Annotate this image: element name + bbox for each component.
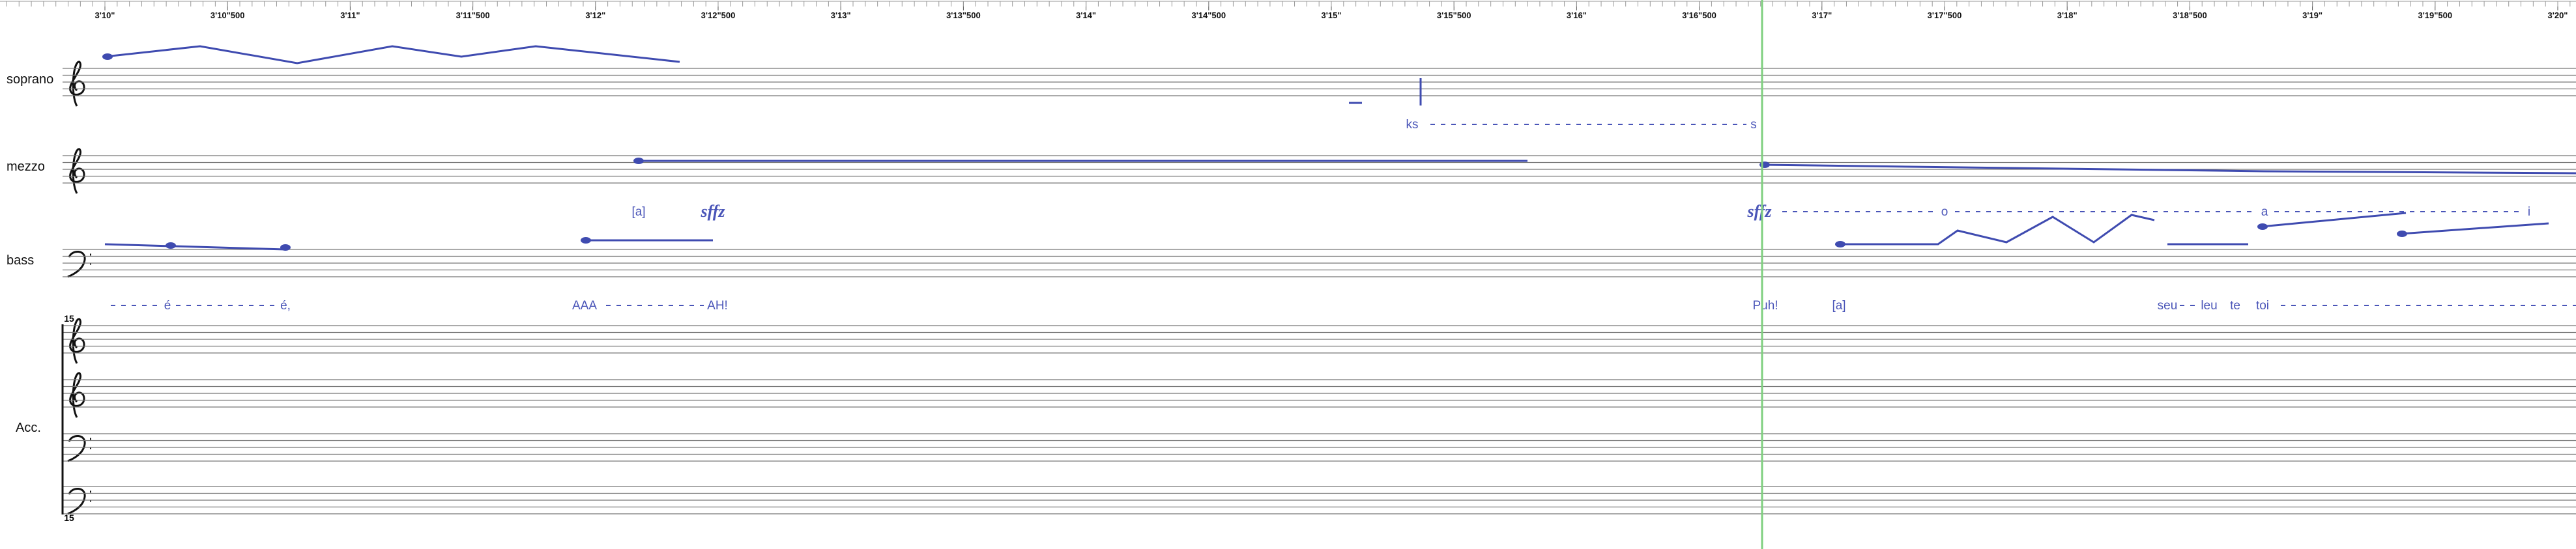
clef <box>69 372 85 418</box>
ruler-label: 3'15" <box>1322 10 1342 20</box>
clef <box>67 488 91 515</box>
ruler-label: 3'10" <box>95 10 115 20</box>
dynamic: sffz <box>1746 202 1772 221</box>
clef <box>67 435 91 462</box>
lyric: te <box>2230 299 2240 313</box>
pitch-line <box>104 243 286 251</box>
lyric: o <box>1941 205 1948 219</box>
pitch-line <box>2261 212 2407 228</box>
ruler-label: 3'13"500 <box>946 10 981 20</box>
lyric: toi <box>2256 299 2269 313</box>
lyric: Puh! <box>1752 299 1778 313</box>
ruler-label: 3'19"500 <box>2418 10 2452 20</box>
lyric: [a] <box>1832 299 1845 313</box>
pitch-line <box>104 45 680 64</box>
lyric: ks <box>1406 118 1419 132</box>
clef <box>67 251 91 278</box>
pitch-line <box>2400 222 2549 235</box>
ruler-label: 3'20" <box>2548 10 2568 20</box>
ruler-label: 3'14"500 <box>1191 10 1226 20</box>
note-head <box>2257 223 2268 230</box>
octave-marking: 15 <box>64 513 74 523</box>
note-head <box>1759 162 1770 168</box>
clef <box>69 148 85 194</box>
clef <box>69 318 85 364</box>
ruler-label: 3'16"500 <box>1682 10 1716 20</box>
ruler-label: 3'19" <box>2302 10 2323 20</box>
staff-name: soprano <box>7 72 53 87</box>
pitch-line <box>1761 163 2576 175</box>
octave-marking: 15 <box>64 313 74 324</box>
ruler-label: 3'11" <box>340 10 360 20</box>
staff-name: mezzo <box>7 160 45 174</box>
ruler-label: 3'17" <box>1812 10 1832 20</box>
lyric: i <box>2528 205 2530 219</box>
ruler-label: 3'15"500 <box>1437 10 1471 20</box>
staff-name: bass <box>7 253 34 268</box>
note-head <box>166 242 176 249</box>
lyric: leu <box>2201 299 2217 313</box>
note-head <box>102 53 113 60</box>
ruler-label: 3'13" <box>831 10 851 20</box>
lyric: s <box>1750 118 1757 132</box>
ruler-label: 3'11"500 <box>456 10 490 20</box>
ruler-label: 3'16" <box>1567 10 1587 20</box>
note-head <box>280 244 291 251</box>
ruler-label: 3'12" <box>585 10 605 20</box>
lyric: [a] <box>631 205 645 219</box>
note-head <box>1835 241 1845 247</box>
lyric: AH! <box>707 299 728 313</box>
dynamic: sffz <box>700 202 725 221</box>
note-head <box>633 158 644 164</box>
lyric: AAA <box>572 299 597 313</box>
lyric: seu <box>2158 299 2178 313</box>
notation: ks s [a] sffz sffz o a i é é, AAA AH! Pu… <box>61 0 2576 549</box>
staff-name: Acc. <box>16 421 41 435</box>
ruler-label: 3'10"500 <box>210 10 245 20</box>
note-head <box>2397 231 2407 237</box>
lyric: é, <box>280 299 291 313</box>
ruler-label: 3'18" <box>2057 10 2077 20</box>
lyric: é <box>164 299 171 313</box>
lyric: a <box>2261 205 2268 219</box>
ruler-label: 3'17"500 <box>1928 10 1962 20</box>
note-head <box>581 237 591 244</box>
ruler-label: 3'14" <box>1076 10 1096 20</box>
ruler-label: 3'12"500 <box>701 10 736 20</box>
ruler-label: 3'18"500 <box>2173 10 2207 20</box>
clef <box>69 61 85 107</box>
pitch-line <box>1839 214 2155 246</box>
